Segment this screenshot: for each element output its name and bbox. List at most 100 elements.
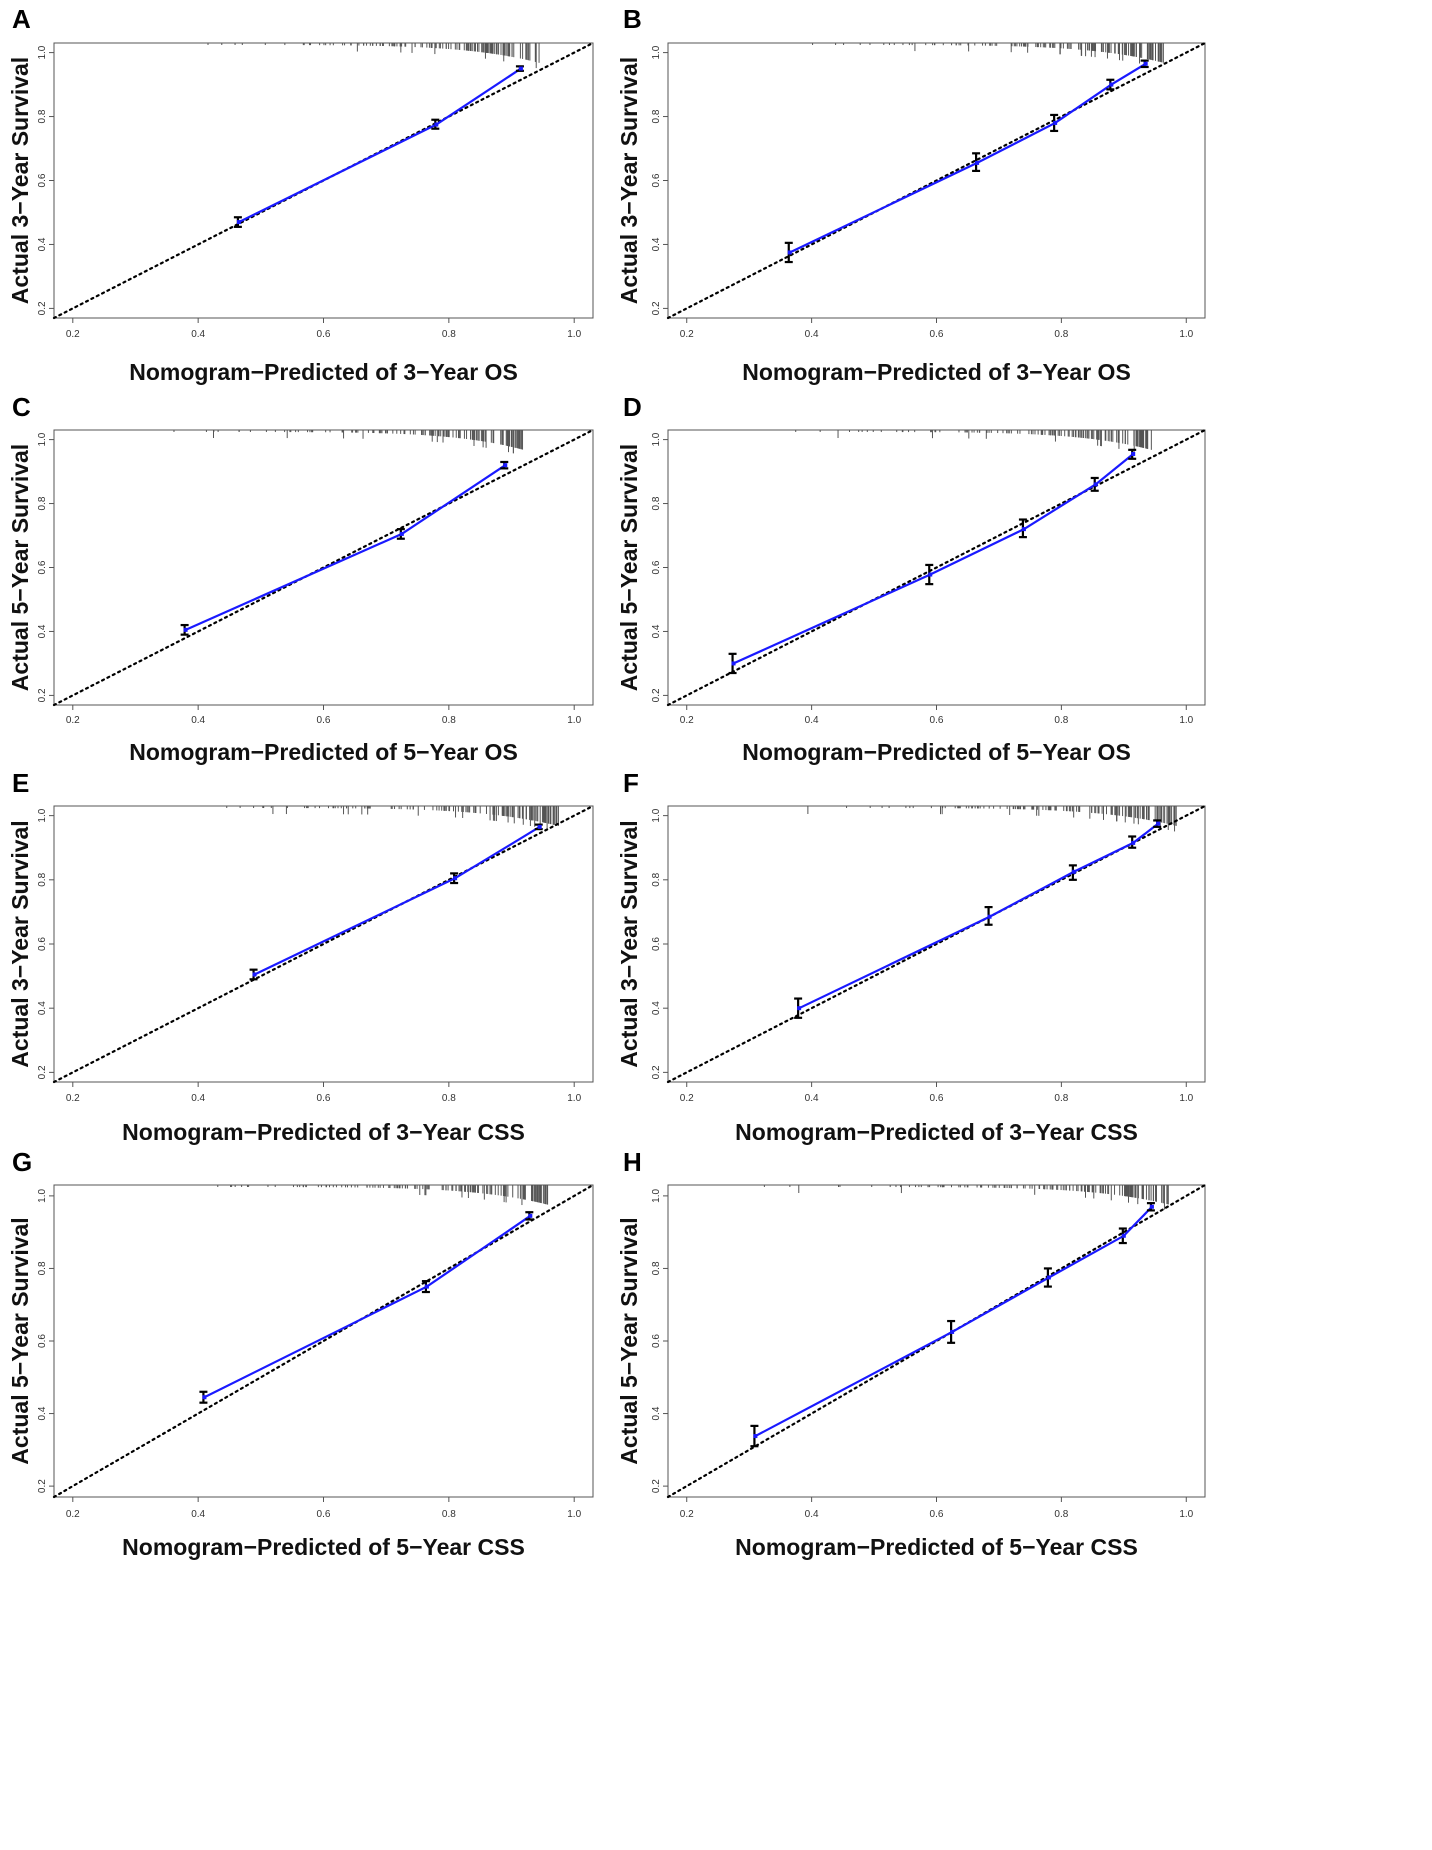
calibration-point (928, 572, 933, 577)
x-tick-label: 0.8 (1054, 329, 1068, 340)
x-tick-label: 1.0 (1179, 715, 1193, 726)
y-axis-label: Actual 5−Year Survival (616, 444, 642, 691)
x-axis-label: Nomogram−Predicted of 5−Year OS (129, 739, 518, 765)
y-tick-label: 0.4 (651, 624, 662, 638)
y-tick-label: 0.2 (651, 1065, 662, 1079)
y-tick-label: 0.6 (37, 937, 48, 951)
calibration-point (1093, 482, 1098, 487)
calibration-line (798, 822, 1159, 1010)
panel-letter: A (12, 4, 31, 34)
calibration-point (1071, 869, 1076, 874)
calibration-point (236, 220, 241, 225)
calibration-point (1131, 451, 1136, 456)
calibration-point (399, 531, 404, 536)
y-axis-label: Actual 3−Year Survival (616, 820, 642, 1067)
calibration-point (797, 1006, 802, 1011)
x-tick-label: 0.4 (191, 1509, 205, 1520)
x-tick-label: 0.4 (191, 715, 205, 726)
y-axis-label: Actual 5−Year Survival (616, 1217, 642, 1464)
x-tick-label: 1.0 (567, 329, 581, 340)
calibration-point (1021, 527, 1026, 532)
calibration-point (503, 463, 508, 468)
y-tick-label: 0.2 (651, 1479, 662, 1493)
y-tick-label: 1.0 (651, 1188, 662, 1202)
panel-h: H 0.2 0.4 0.6 0.8 1.0 0.2 0.4 0.6 0.8 1.0 Nomogram−… (616, 1147, 1207, 1560)
x-axis-label: Nomogram−Predicted of 5−Year OS (742, 739, 1131, 765)
y-tick-label: 0.4 (651, 1406, 662, 1420)
x-tick-label: 1.0 (567, 1509, 581, 1520)
calibration-line (238, 67, 522, 224)
calibration-point (518, 66, 523, 71)
y-tick-label: 0.8 (651, 1261, 662, 1275)
y-tick-label: 0.8 (37, 496, 48, 510)
y-tick-label: 0.4 (37, 237, 48, 251)
calibration-line (789, 62, 1147, 254)
y-axis-label: Actual 5−Year Survival (7, 444, 33, 691)
x-tick-label: 0.4 (805, 1093, 819, 1104)
y-tick-label: 0.4 (651, 237, 662, 251)
calibration-point (1143, 61, 1148, 66)
rug-marks (812, 43, 1164, 64)
x-tick-label: 0.4 (805, 1509, 819, 1520)
panel-f: F 0.2 0.4 0.6 0.8 1.0 0.2 0.4 0.6 0.8 1.0 Nomogram−… (616, 768, 1207, 1145)
calibration-point (950, 1329, 955, 1334)
calibration-point (1156, 821, 1161, 826)
calibration-point (1121, 1233, 1126, 1238)
x-tick-label: 1.0 (1179, 1509, 1193, 1520)
calibration-point (202, 1395, 207, 1400)
y-tick-label: 0.8 (651, 496, 662, 510)
y-tick-label: 0.6 (37, 173, 48, 187)
rug-marks (207, 43, 540, 69)
rug-marks (173, 430, 524, 454)
x-axis-label: Nomogram−Predicted of 5−Year CSS (735, 1534, 1138, 1560)
calibration-line (733, 453, 1134, 665)
x-tick-label: 0.6 (930, 329, 944, 340)
y-tick-label: 0.8 (37, 872, 48, 886)
x-tick-label: 0.8 (1054, 1509, 1068, 1520)
y-tick-label: 0.6 (651, 937, 662, 951)
y-tick-label: 0.6 (651, 1334, 662, 1348)
panel-letter: B (623, 4, 642, 34)
x-tick-label: 0.6 (317, 715, 331, 726)
panel-a: A 0.2 0.4 0.6 0.8 1.0 0.2 0.4 0.6 0.8 1.0 Nomogram−… (7, 4, 595, 385)
panel-e: E 0.2 0.4 0.6 0.8 1.0 0.2 0.4 0.6 0.8 1.0 Nomogram−… (7, 768, 595, 1145)
x-tick-label: 1.0 (567, 1093, 581, 1104)
calibration-point (1053, 120, 1058, 125)
y-tick-label: 0.8 (651, 872, 662, 886)
x-tick-label: 0.2 (680, 715, 694, 726)
y-tick-label: 1.0 (37, 808, 48, 822)
y-tick-label: 1.0 (37, 432, 48, 446)
ideal-diagonal (52, 804, 595, 1084)
y-tick-label: 0.8 (37, 1261, 48, 1275)
calibration-point (1149, 1204, 1154, 1209)
y-tick-label: 0.4 (37, 624, 48, 638)
x-tick-label: 0.4 (805, 715, 819, 726)
y-tick-label: 1.0 (651, 808, 662, 822)
rug-marks (217, 1185, 549, 1206)
rug-marks (795, 430, 1152, 452)
y-tick-label: 0.2 (37, 688, 48, 702)
panel-b: B 0.2 0.4 0.6 0.8 1.0 0.2 0.4 0.6 0.8 1.0 Nomogram−… (616, 4, 1207, 385)
x-tick-label: 0.6 (930, 715, 944, 726)
ideal-diagonal (666, 1183, 1207, 1499)
x-tick-label: 0.8 (442, 1093, 456, 1104)
y-tick-label: 0.6 (37, 1334, 48, 1348)
x-tick-label: 0.2 (66, 329, 80, 340)
x-axis-label: Nomogram−Predicted of 3−Year CSS (122, 1119, 525, 1145)
y-axis-label: Actual 3−Year Survival (7, 820, 33, 1067)
calibration-point (453, 876, 458, 881)
calibration-point (424, 1284, 429, 1289)
calibration-line (254, 825, 541, 976)
x-tick-label: 0.2 (680, 1509, 694, 1520)
y-tick-label: 1.0 (651, 432, 662, 446)
x-tick-label: 1.0 (567, 715, 581, 726)
calibration-point (1046, 1275, 1051, 1280)
x-tick-label: 0.8 (442, 329, 456, 340)
calibration-point (731, 661, 736, 666)
ideal-diagonal (666, 428, 1207, 707)
x-tick-label: 0.8 (442, 715, 456, 726)
x-tick-label: 0.2 (680, 329, 694, 340)
y-axis-label: Actual 3−Year Survival (7, 57, 33, 304)
calibration-point (252, 972, 257, 977)
